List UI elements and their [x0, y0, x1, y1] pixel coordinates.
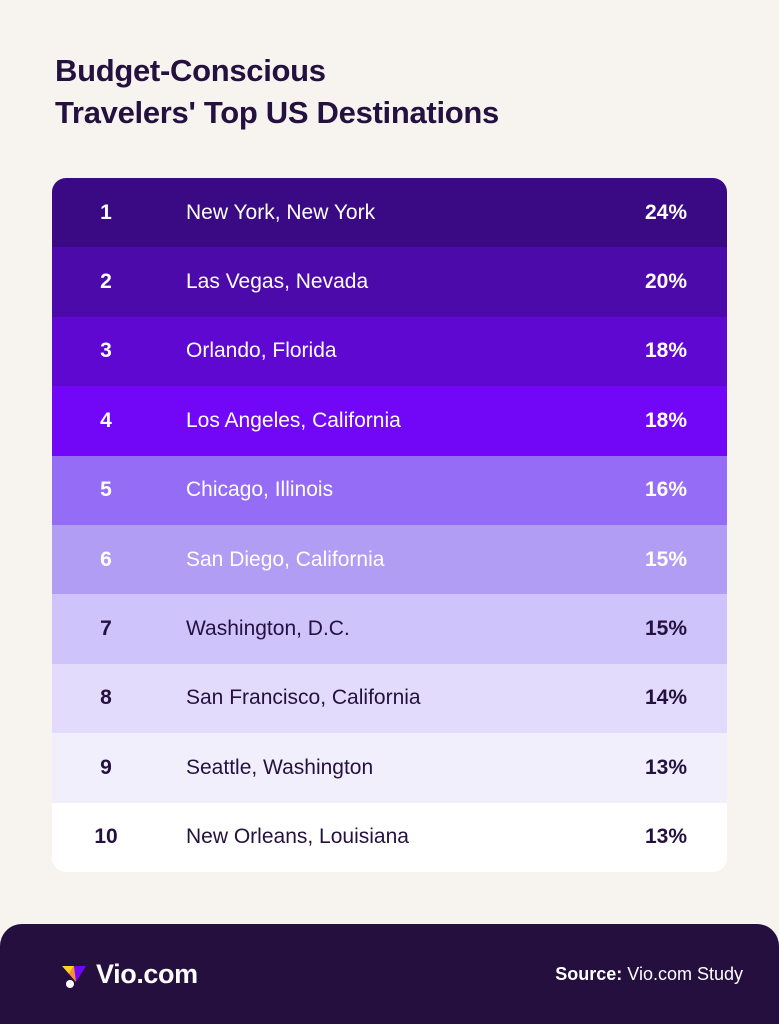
- share-cell: 20%: [644, 270, 687, 294]
- destination-cell: San Francisco, California: [186, 686, 421, 710]
- destinations-table: 1 New York, New York 24% 2 Las Vegas, Nevada…: [52, 178, 727, 872]
- share-cell: 16%: [644, 478, 687, 502]
- share-cell: 18%: [644, 408, 687, 432]
- rank-cell: 8: [100, 686, 112, 710]
- destination-cell: Orlando, Florida: [186, 339, 337, 363]
- destination-cell: San Diego, California: [186, 547, 385, 571]
- share-cell: 18%: [644, 339, 687, 363]
- share-cell: 13%: [644, 825, 687, 849]
- destination-cell: Los Angeles, California: [186, 408, 401, 432]
- share-cell: 13%: [644, 755, 687, 779]
- table-row: 2 Las Vegas, Nevada 20%: [52, 247, 727, 317]
- rank-cell: 1: [100, 200, 112, 224]
- share-cell: 15%: [644, 547, 687, 571]
- rank-cell: 5: [100, 478, 112, 502]
- rank-cell: 2: [100, 270, 112, 294]
- rank-cell: 4: [100, 408, 112, 432]
- footer-bar: Vio.com Source: Vio.com Study: [0, 924, 779, 1024]
- rank-cell: 6: [100, 547, 112, 571]
- vio-logo-icon: [62, 965, 86, 988]
- page-title: Budget-Conscious Travelers' Top US Desti…: [55, 50, 499, 134]
- source-label: Source:: [555, 964, 623, 984]
- destination-cell: Las Vegas, Nevada: [186, 270, 369, 294]
- table-row: 1 New York, New York 24%: [52, 178, 727, 248]
- destination-cell: New York, New York: [186, 200, 376, 224]
- destination-cell: Chicago, Illinois: [186, 478, 334, 502]
- destination-cell: Seattle, Washington: [186, 755, 374, 779]
- table-row: 8 San Francisco, California 14%: [52, 663, 727, 734]
- rank-cell: 3: [100, 339, 112, 363]
- source-note: Source: Vio.com Study: [555, 964, 743, 985]
- table-row: 9 Seattle, Washington 13%: [52, 733, 727, 803]
- rank-cell: 10: [94, 825, 118, 849]
- table-row: 5 Chicago, Illinois 16%: [52, 455, 727, 525]
- rank-cell: 7: [100, 617, 112, 641]
- share-cell: 15%: [644, 617, 687, 641]
- destination-cell: Washington, D.C.: [186, 617, 350, 641]
- title-line-1: Budget-Conscious: [55, 53, 326, 88]
- source-value: Vio.com Study: [622, 964, 743, 984]
- table-row: 4 Los Angeles, California 18%: [52, 386, 727, 456]
- title-line-2: Travelers' Top US Destinations: [55, 95, 499, 130]
- table-row: 3 Orlando, Florida 18%: [52, 316, 727, 387]
- share-cell: 24%: [644, 200, 687, 224]
- table-row: 7 Washington, D.C. 15%: [52, 594, 727, 664]
- table-row: 6 San Diego, California 15%: [52, 524, 727, 595]
- brand-logo[interactable]: Vio.com: [60, 959, 198, 990]
- destination-cell: New Orleans, Louisiana: [186, 825, 409, 849]
- brand-name: Vio.com: [96, 959, 198, 989]
- share-cell: 14%: [644, 686, 687, 710]
- rank-cell: 9: [100, 755, 112, 779]
- table-row: 10 New Orleans, Louisiana 13%: [52, 802, 727, 872]
